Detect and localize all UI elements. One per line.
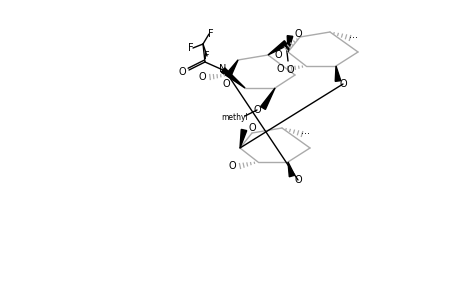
Text: N: N [219, 64, 226, 74]
Polygon shape [335, 66, 340, 81]
Text: O: O [222, 79, 230, 89]
Polygon shape [268, 41, 287, 55]
Text: O: O [294, 175, 301, 185]
Text: O: O [198, 72, 205, 82]
Text: O: O [274, 50, 281, 60]
Text: O: O [275, 64, 283, 74]
Text: methyl: methyl [221, 113, 248, 122]
Polygon shape [260, 88, 274, 110]
Text: ···: ··· [301, 129, 310, 139]
Text: O: O [248, 123, 255, 133]
Text: O: O [294, 29, 301, 39]
Polygon shape [225, 60, 237, 77]
Polygon shape [221, 68, 245, 88]
Text: O: O [178, 67, 185, 77]
Text: F: F [188, 43, 193, 53]
Text: O: O [285, 65, 293, 75]
Polygon shape [240, 129, 246, 148]
Text: O: O [252, 105, 260, 115]
Text: F: F [208, 29, 213, 39]
Text: F: F [204, 51, 209, 61]
Text: O: O [338, 79, 346, 89]
Text: O: O [228, 161, 235, 171]
Polygon shape [286, 36, 292, 52]
Polygon shape [287, 162, 294, 177]
Text: ···: ··· [349, 33, 358, 43]
